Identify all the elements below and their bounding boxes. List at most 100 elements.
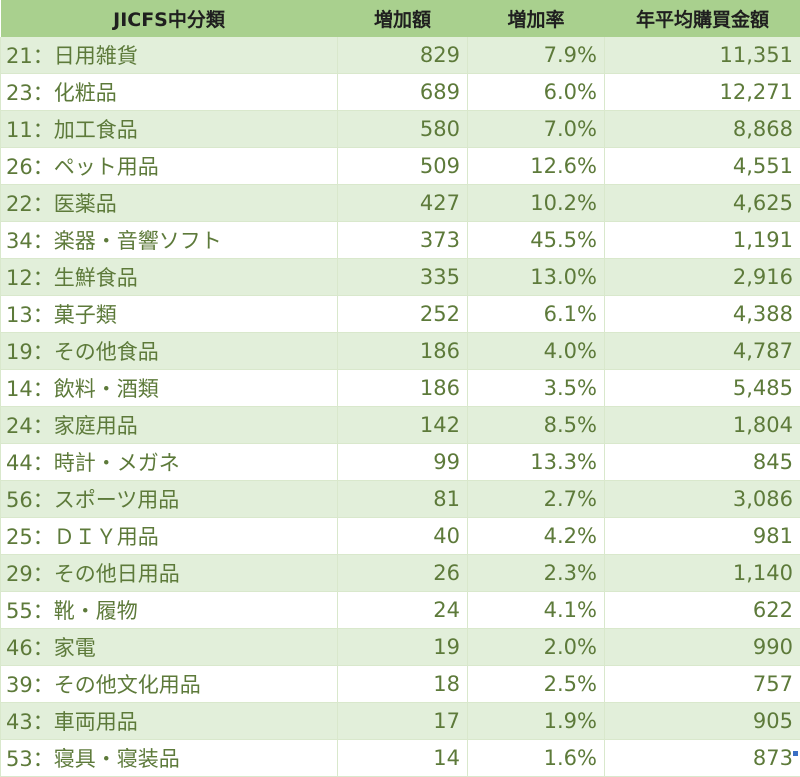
increase-amount-cell[interactable]: 186 [338,333,468,370]
category-cell[interactable]: 12：生鮮食品 [1,259,338,296]
increase-rate-cell[interactable]: 4.1% [468,592,605,629]
increase-rate-cell[interactable]: 2.0% [468,629,605,666]
annual-spend-cell[interactable]: 845 [605,444,800,481]
category-cell[interactable]: 13：菓子類 [1,296,338,333]
annual-spend-cell[interactable]: 622 [605,592,800,629]
increase-rate-cell[interactable]: 13.0% [468,259,605,296]
category-cell[interactable]: 25：ＤＩＹ用品 [1,518,338,555]
increase-rate-cell[interactable]: 4.0% [468,333,605,370]
increase-amount-cell[interactable]: 186 [338,370,468,407]
increase-amount-cell[interactable]: 19 [338,629,468,666]
annual-spend-cell[interactable]: 1,140 [605,555,800,592]
increase-rate-cell[interactable]: 2.7% [468,481,605,518]
increase-rate-cell[interactable]: 45.5% [468,222,605,259]
increase-rate-cell[interactable]: 6.1% [468,296,605,333]
annual-spend-cell[interactable]: 3,086 [605,481,800,518]
increase-rate-cell[interactable]: 4.2% [468,518,605,555]
header-increase-amount[interactable]: 増加額 [338,0,468,37]
increase-rate-cell[interactable]: 6.0% [468,74,605,111]
annual-spend-cell[interactable]: 1,804 [605,407,800,444]
increase-amount-cell[interactable]: 18 [338,666,468,703]
increase-rate-cell[interactable]: 2.3% [468,555,605,592]
category-cell[interactable]: 39：その他文化用品 [1,666,338,703]
increase-amount-cell[interactable]: 335 [338,259,468,296]
category-cell[interactable]: 26：ペット用品 [1,148,338,185]
annual-spend-cell[interactable]: 12,271 [605,74,800,111]
increase-amount-cell[interactable]: 829 [338,37,468,74]
increase-amount-cell[interactable]: 689 [338,74,468,111]
increase-rate-cell[interactable]: 7.0% [468,111,605,148]
increase-rate-cell[interactable]: 8.5% [468,407,605,444]
category-cell[interactable]: 56：スポーツ用品 [1,481,338,518]
increase-amount-cell[interactable]: 580 [338,111,468,148]
annual-spend-cell[interactable]: 4,787 [605,333,800,370]
category-cell[interactable]: 21：日用雑貨 [1,37,338,74]
annual-spend-cell[interactable]: 1,191 [605,222,800,259]
annual-spend-cell[interactable]: 873 [605,740,800,777]
increase-amount-cell[interactable]: 99 [338,444,468,481]
increase-amount-cell[interactable]: 14 [338,740,468,777]
annual-spend-cell[interactable]: 757 [605,666,800,703]
category-cell[interactable]: 24：家庭用品 [1,407,338,444]
increase-rate-cell[interactable]: 7.9% [468,37,605,74]
annual-spend-cell[interactable]: 990 [605,629,800,666]
category-cell[interactable]: 19：その他食品 [1,333,338,370]
increase-rate-cell[interactable]: 1.6% [468,740,605,777]
annual-spend-cell[interactable]: 905 [605,703,800,740]
category-cell[interactable]: 11：加工食品 [1,111,338,148]
category-cell[interactable]: 53：寝具・寝装品 [1,740,338,777]
increase-amount-cell[interactable]: 17 [338,703,468,740]
category-cell[interactable]: 44：時計・メガネ [1,444,338,481]
increase-amount-cell[interactable]: 509 [338,148,468,185]
category-cell[interactable]: 29：その他日用品 [1,555,338,592]
annual-spend-cell[interactable]: 5,485 [605,370,800,407]
increase-rate-cell[interactable]: 10.2% [468,185,605,222]
increase-rate-cell[interactable]: 2.5% [468,666,605,703]
increase-amount-cell[interactable]: 142 [338,407,468,444]
header-increase-rate[interactable]: 増加率 [468,0,605,37]
annual-spend-cell[interactable]: 8,868 [605,111,800,148]
increase-rate-cell[interactable]: 12.6% [468,148,605,185]
header-annual-average-spend[interactable]: 年平均購買金額 [605,0,800,37]
category-cell[interactable]: 14：飲料・酒類 [1,370,338,407]
increase-amount-cell[interactable]: 40 [338,518,468,555]
category-cell[interactable]: 23：化粧品 [1,74,338,111]
increase-amount-cell[interactable]: 252 [338,296,468,333]
increase-amount-cell[interactable]: 26 [338,555,468,592]
annual-spend-cell[interactable]: 2,916 [605,259,800,296]
annual-spend-cell[interactable]: 11,351 [605,37,800,74]
header-category[interactable]: JICFS中分類 [1,0,338,37]
increase-rate-cell[interactable]: 3.5% [468,370,605,407]
category-cell[interactable]: 22：医薬品 [1,185,338,222]
header-row: JICFS中分類 増加額 増加率 年平均購買金額 [1,0,800,37]
category-cell[interactable]: 43：車両用品 [1,703,338,740]
increase-amount-cell[interactable]: 81 [338,481,468,518]
annual-spend-cell[interactable]: 981 [605,518,800,555]
category-cell[interactable]: 46：家電 [1,629,338,666]
increase-amount-cell[interactable]: 373 [338,222,468,259]
annual-spend-cell[interactable]: 4,551 [605,148,800,185]
annual-spend-cell[interactable]: 4,388 [605,296,800,333]
increase-rate-cell[interactable]: 13.3% [468,444,605,481]
increase-rate-cell[interactable]: 1.9% [468,703,605,740]
category-cell[interactable]: 34：楽器・音響ソフト [1,222,338,259]
annual-spend-cell[interactable]: 4,625 [605,185,800,222]
fill-handle[interactable] [793,751,798,756]
increase-amount-cell[interactable]: 427 [338,185,468,222]
increase-amount-cell[interactable]: 24 [338,592,468,629]
category-cell[interactable]: 55：靴・履物 [1,592,338,629]
